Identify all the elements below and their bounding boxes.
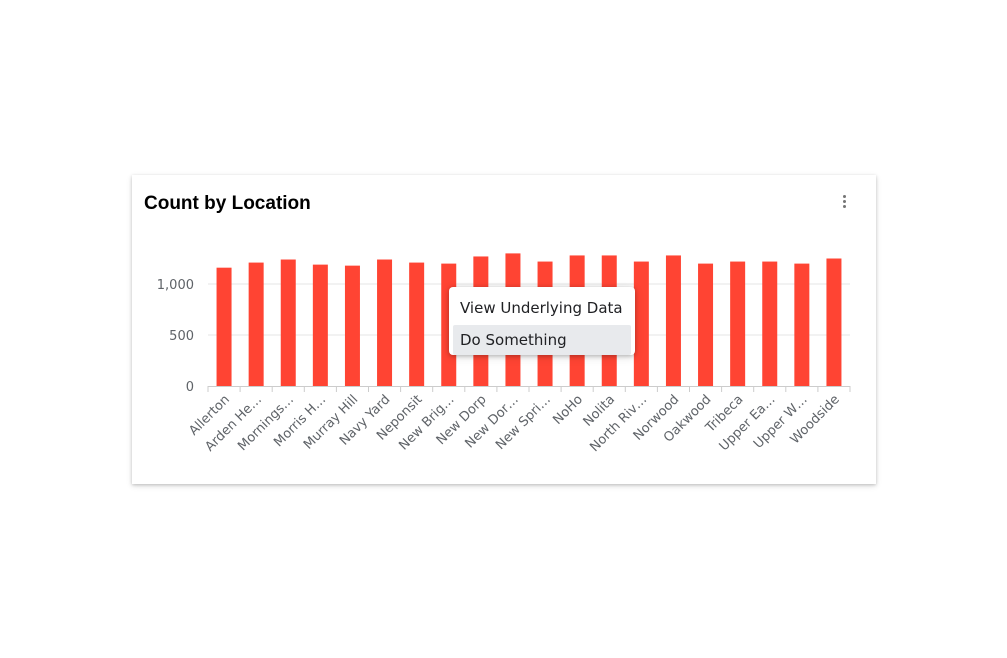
bar[interactable]	[216, 267, 232, 386]
bar[interactable]	[665, 255, 681, 386]
bar[interactable]	[280, 259, 296, 386]
context-menu: View Underlying Data Do Something	[449, 287, 635, 355]
bar[interactable]	[633, 261, 649, 386]
bar[interactable]	[409, 262, 425, 386]
do-something-item[interactable]: Do Something	[453, 325, 631, 355]
view-underlying-data-item[interactable]: View Underlying Data	[460, 299, 623, 317]
y-tick-label: 500	[169, 329, 194, 344]
bar[interactable]	[730, 261, 746, 386]
bar[interactable]	[377, 259, 393, 386]
bar[interactable]	[826, 258, 842, 387]
chart-card: Count by Location 0 500 1,000 Allerton Arden…	[132, 175, 876, 484]
bar[interactable]	[762, 261, 778, 386]
bar[interactable]	[312, 264, 328, 386]
bar[interactable]	[344, 265, 360, 386]
card-title: Count by Location	[144, 193, 311, 214]
more-vert-icon[interactable]	[832, 195, 856, 215]
bar[interactable]	[248, 262, 264, 386]
y-tick-label: 1,000	[157, 278, 194, 293]
x-tick-label: NoHo	[550, 392, 586, 428]
bar[interactable]	[794, 263, 810, 386]
bar[interactable]	[698, 263, 714, 386]
y-tick-label: 0	[186, 380, 194, 395]
